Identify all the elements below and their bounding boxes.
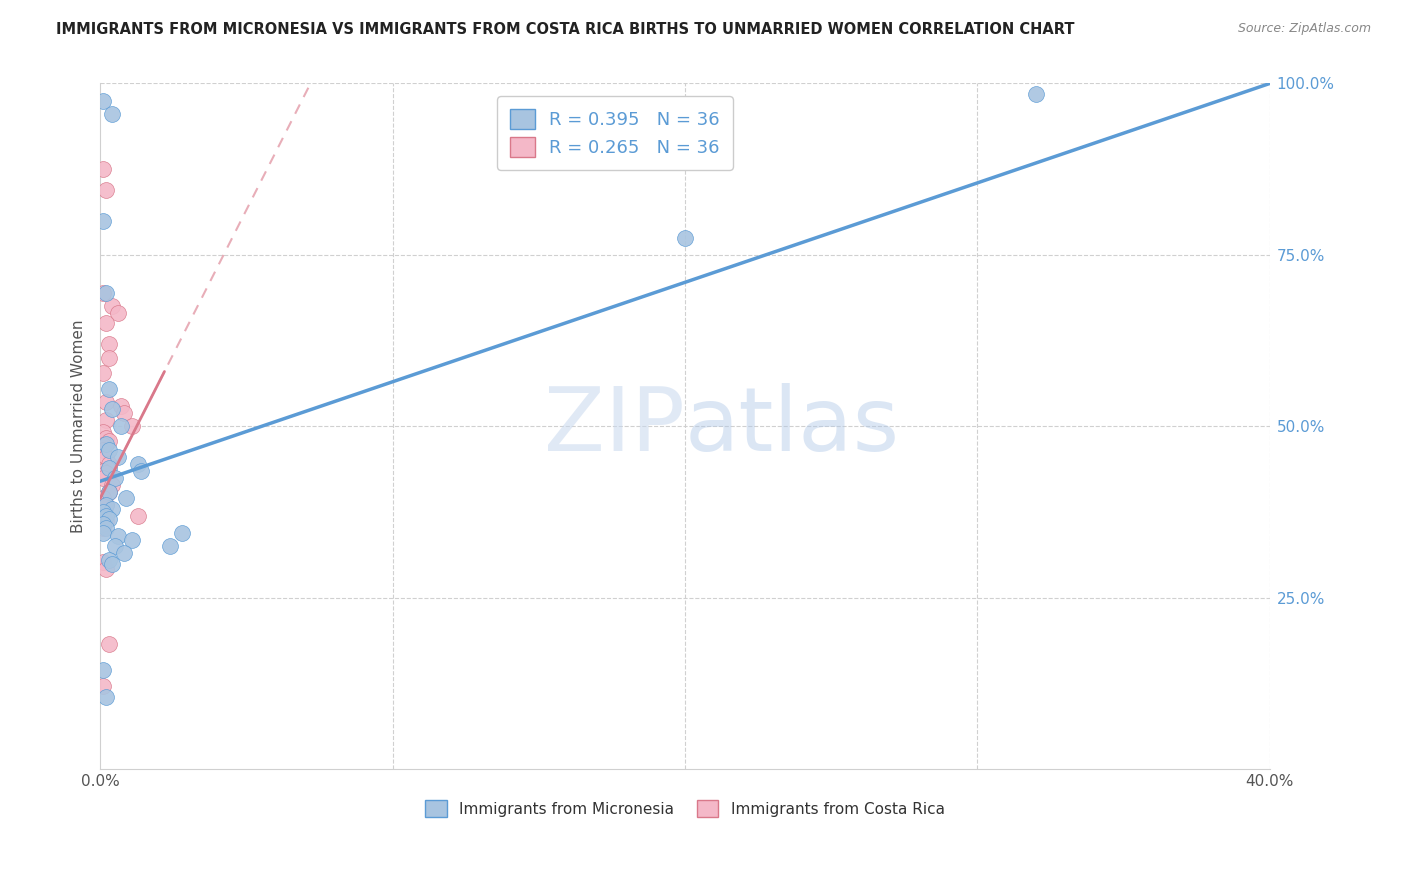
Point	[91, 521, 114, 535]
Point	[91, 94, 114, 108]
Point	[97, 460, 120, 475]
Point	[107, 306, 129, 320]
Point	[127, 457, 149, 471]
Point	[91, 464, 114, 478]
Point	[170, 525, 193, 540]
Point	[110, 399, 132, 413]
Point	[94, 183, 117, 197]
Point	[159, 540, 181, 554]
Point	[97, 337, 120, 351]
Point	[91, 505, 114, 519]
Text: Source: ZipAtlas.com: Source: ZipAtlas.com	[1237, 22, 1371, 36]
Point	[91, 162, 114, 177]
Point	[91, 491, 114, 506]
Point	[97, 351, 120, 365]
Point	[91, 525, 114, 540]
Point	[91, 471, 114, 485]
Point	[91, 663, 114, 677]
Point	[94, 431, 117, 445]
Point	[107, 529, 129, 543]
Y-axis label: Births to Unmarried Women: Births to Unmarried Women	[72, 319, 86, 533]
Point	[94, 521, 117, 535]
Point	[110, 419, 132, 434]
Point	[97, 484, 120, 499]
Point	[101, 402, 124, 417]
Text: IMMIGRANTS FROM MICRONESIA VS IMMIGRANTS FROM COSTA RICA BIRTHS TO UNMARRIED WOM: IMMIGRANTS FROM MICRONESIA VS IMMIGRANTS…	[56, 22, 1074, 37]
Point	[129, 464, 152, 478]
Point	[91, 555, 114, 569]
Point	[94, 436, 117, 450]
Point	[94, 412, 117, 426]
Point	[101, 501, 124, 516]
Point	[94, 317, 117, 331]
Point	[94, 562, 117, 576]
Text: ZIP: ZIP	[544, 383, 685, 470]
Point	[1025, 87, 1047, 101]
Point	[94, 690, 117, 705]
Point	[94, 285, 117, 300]
Legend: Immigrants from Micronesia, Immigrants from Costa Rica: Immigrants from Micronesia, Immigrants f…	[419, 794, 950, 823]
Point	[94, 450, 117, 465]
Point	[91, 443, 114, 458]
Point	[97, 638, 120, 652]
Point	[104, 471, 127, 485]
Point	[97, 484, 120, 499]
Point	[94, 466, 117, 480]
Point	[97, 382, 120, 396]
Point	[97, 553, 120, 567]
Point	[101, 557, 124, 571]
Point	[91, 366, 114, 380]
Point	[91, 425, 114, 439]
Point	[112, 406, 135, 420]
Point	[94, 508, 117, 523]
Point	[91, 516, 114, 531]
Point	[107, 450, 129, 465]
Point	[673, 231, 696, 245]
Point	[97, 434, 120, 449]
Point	[101, 299, 124, 313]
Point	[101, 477, 124, 491]
Point	[91, 438, 114, 452]
Point	[101, 107, 124, 121]
Text: atlas: atlas	[685, 383, 900, 470]
Point	[127, 508, 149, 523]
Point	[94, 395, 117, 409]
Point	[115, 491, 138, 506]
Point	[94, 498, 117, 512]
Point	[91, 679, 114, 693]
Point	[97, 443, 120, 458]
Point	[121, 533, 143, 547]
Point	[97, 457, 120, 471]
Point	[91, 285, 114, 300]
Point	[94, 498, 117, 512]
Point	[91, 505, 114, 519]
Point	[121, 419, 143, 434]
Point	[91, 213, 114, 227]
Point	[97, 512, 120, 526]
Point	[104, 540, 127, 554]
Point	[112, 546, 135, 560]
Point	[94, 514, 117, 528]
